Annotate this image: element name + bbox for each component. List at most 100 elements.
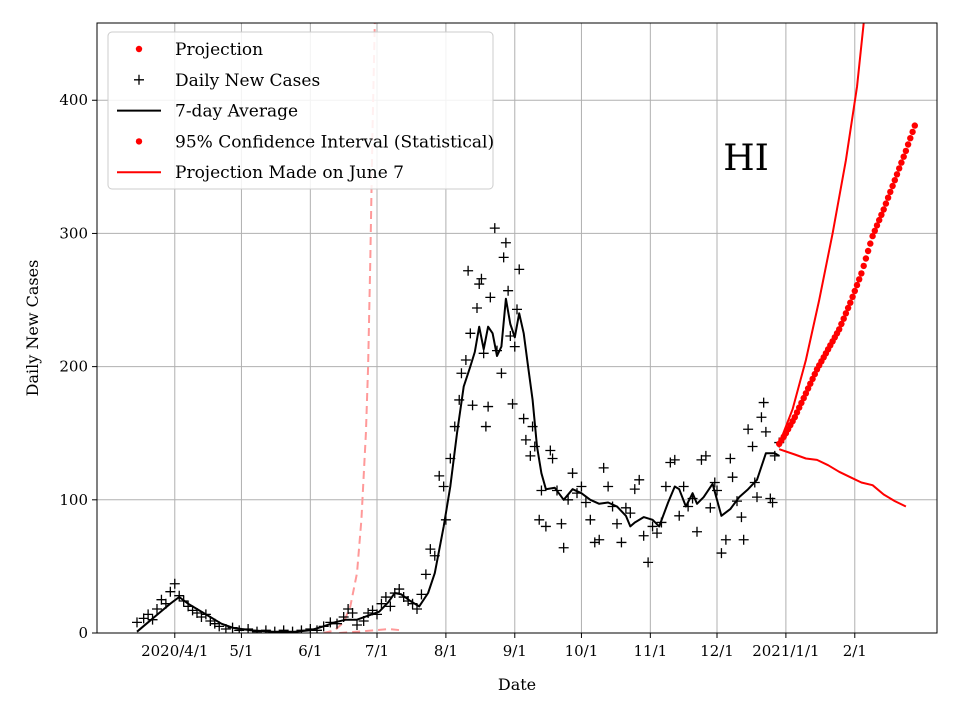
legend-swatch-plus: [134, 74, 144, 85]
daily-new-cases-marker: [547, 453, 558, 464]
projection-point: [804, 385, 812, 392]
daily-new-cases-marker: [183, 601, 194, 612]
projection-point: [873, 222, 881, 229]
daily-new-cases-marker: [692, 526, 702, 537]
projection-point: [911, 122, 918, 129]
daily-new-cases-marker: [527, 421, 538, 432]
daily-new-cases-marker: [178, 596, 189, 607]
daily-new-cases-marker: [709, 477, 720, 488]
x-tick-label: 7/1: [365, 642, 389, 660]
daily-new-cases-marker: [440, 514, 451, 525]
daily-new-cases-marker: [474, 279, 485, 290]
x-tick-label: 10/1: [565, 642, 599, 660]
daily-new-cases-marker: [660, 481, 671, 492]
daily-new-cases-marker: [278, 625, 289, 633]
daily-new-cases-marker: [425, 544, 436, 555]
projection-point: [807, 380, 814, 387]
daily-new-cases-marker: [769, 450, 780, 461]
projection-point: [878, 211, 885, 218]
projection-point: [809, 375, 816, 383]
daily-new-cases-marker: [705, 502, 716, 513]
daily-new-cases-marker: [187, 605, 198, 616]
daily-new-cases-marker: [634, 474, 645, 485]
daily-new-cases-marker: [478, 348, 489, 359]
daily-new-cases-marker: [736, 512, 747, 523]
daily-new-cases-marker: [712, 485, 722, 496]
daily-new-cases-marker: [756, 412, 767, 423]
projection-point: [851, 287, 858, 295]
daily-new-cases-marker: [332, 618, 342, 629]
daily-new-cases-marker: [234, 625, 245, 633]
projection-point: [907, 135, 914, 142]
y-tick-label: 200: [59, 358, 88, 376]
x-tick-label: 2020/4/1: [141, 642, 208, 660]
daily-new-cases-marker: [503, 285, 514, 296]
daily-new-cases-marker: [529, 441, 540, 452]
daily-new-cases-marker: [576, 481, 587, 492]
daily-new-cases-marker: [472, 303, 482, 314]
daily-new-cases-marker: [683, 501, 694, 512]
daily-new-cases-marker: [607, 501, 618, 512]
projection-point: [811, 370, 818, 378]
daily-new-cases-marker: [252, 626, 262, 633]
daily-new-cases-marker: [376, 598, 387, 609]
daily-new-cases-marker: [534, 514, 545, 525]
daily-new-cases-marker: [638, 530, 649, 541]
daily-new-cases-marker: [687, 493, 698, 504]
x-tick-label: 11/1: [633, 642, 667, 660]
projection-point: [791, 414, 798, 421]
daily-new-cases-marker: [747, 441, 758, 452]
daily-new-cases-marker: [749, 477, 760, 488]
daily-new-cases-marker: [243, 624, 254, 633]
daily-new-cases-marker: [480, 421, 491, 432]
plot-area: [132, 23, 918, 633]
projection-point: [887, 188, 894, 196]
daily-new-cases-marker: [552, 485, 562, 496]
daily-new-cases-marker: [132, 617, 142, 628]
daily-new-cases-marker: [358, 616, 369, 627]
projection-bound-line: [339, 628, 402, 633]
daily-new-cases-marker: [594, 534, 605, 545]
daily-new-cases-marker: [512, 304, 522, 315]
daily-new-cases-marker: [385, 601, 396, 612]
daily-new-cases-marker: [454, 394, 465, 405]
7-day-average-line: [136, 297, 780, 633]
daily-new-cases-marker: [525, 450, 536, 461]
daily-new-cases-marker: [318, 621, 329, 632]
daily-new-cases-marker: [269, 626, 280, 633]
state-annotation: HI: [723, 138, 769, 179]
projection-point: [849, 293, 856, 300]
daily-new-cases-marker: [456, 368, 467, 379]
daily-new-cases-marker: [514, 264, 525, 275]
projection-point: [800, 394, 807, 402]
daily-new-cases-marker: [287, 626, 298, 633]
projection-point: [891, 177, 898, 184]
daily-new-cases-marker: [485, 292, 496, 303]
projection-point: [858, 270, 865, 277]
daily-new-cases-marker: [227, 622, 238, 633]
daily-new-cases-marker: [372, 609, 382, 620]
daily-new-cases-marker: [580, 497, 591, 508]
daily-new-cases-marker: [496, 368, 507, 379]
daily-new-cases-marker: [589, 537, 600, 548]
daily-new-cases-marker: [412, 604, 422, 615]
daily-new-cases-marker: [612, 518, 622, 529]
projection-point: [838, 320, 845, 328]
daily-new-cases-marker: [214, 621, 225, 632]
projection-point: [862, 255, 870, 262]
daily-new-cases-marker: [465, 328, 476, 339]
legend-label: 95% Confidence Interval (Statistical): [175, 132, 494, 152]
daily-new-cases-marker: [500, 237, 511, 248]
daily-new-cases-marker: [343, 604, 354, 615]
daily-new-cases-marker: [563, 494, 574, 505]
daily-new-cases-marker: [174, 590, 185, 601]
daily-new-cases-marker: [616, 537, 627, 548]
daily-new-cases-marker: [536, 485, 547, 496]
daily-new-cases-marker: [556, 518, 567, 529]
y-axis-label: Daily New Cases: [23, 260, 42, 397]
daily-new-cases-marker: [643, 557, 654, 568]
x-axis-label: Date: [498, 675, 536, 694]
daily-new-cases-marker: [674, 510, 685, 521]
daily-new-cases-marker: [483, 401, 494, 412]
